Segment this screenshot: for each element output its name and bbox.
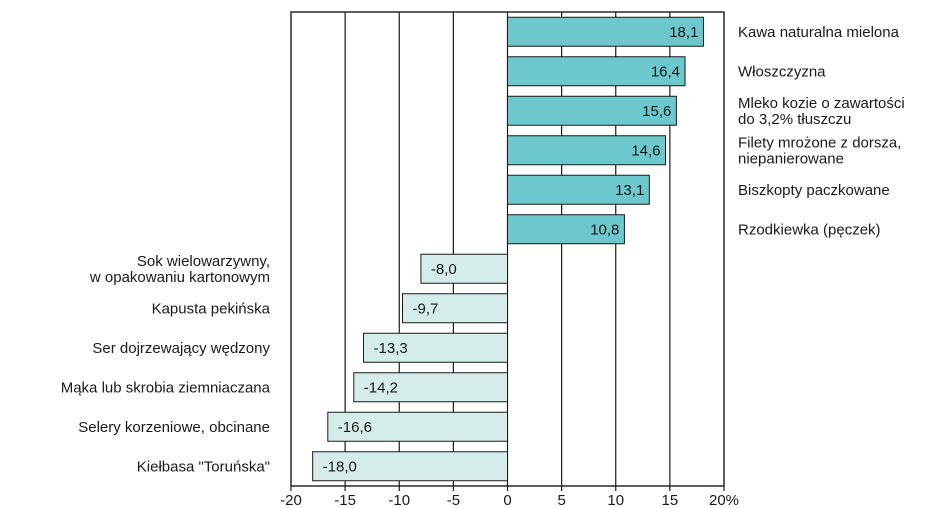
data-label: 16,4 [651, 63, 680, 80]
category-label: Selery korzeniowe, obcinane [78, 419, 270, 436]
bar [507, 56, 686, 87]
x-tick-label: 20% [709, 492, 739, 508]
bar [312, 451, 508, 482]
data-label: -9,7 [412, 300, 438, 317]
x-tick-label: 5 [557, 492, 565, 508]
bars: 18,1 16,4 15,6 14,6 13,1 10,8 -8,0 -9,7 -13,3 -14… [312, 16, 704, 482]
bar [507, 16, 704, 47]
category-label: Kapusta pekińska [152, 300, 271, 317]
x-tick-label: -5 [447, 492, 460, 508]
data-label: 15,6 [642, 103, 671, 120]
x-tick-label: 10 [607, 492, 624, 508]
category-label: Filety mrożone z dorsza, niepanierowane [738, 134, 901, 167]
x-tick-label: -15 [334, 492, 356, 508]
data-label: -18,0 [323, 458, 357, 475]
category-label: Kawa naturalna mielona [738, 24, 900, 41]
bar [507, 214, 625, 245]
data-label: -14,2 [364, 379, 398, 396]
x-axis: -20 -15 -10 -5 0 5 10 15 20% [280, 486, 739, 508]
grid-lines [344, 12, 671, 486]
data-label: 13,1 [615, 182, 644, 199]
x-tick-label: 0 [503, 492, 511, 508]
x-tick-label: -10 [388, 492, 410, 508]
category-label: Ser dojrzewający wędzony [92, 340, 270, 357]
data-label: -16,6 [338, 419, 372, 436]
category-label: Sok wielowarzywny, w opakowaniu kartonowy… [89, 253, 270, 286]
category-labels: Kawa naturalna mielona Włoszczyzna Mleko k… [61, 24, 905, 476]
category-label: Mąka lub skrobia ziemniaczana [61, 379, 271, 396]
data-label: 14,6 [631, 142, 660, 159]
bar [507, 95, 677, 126]
category-label: Włoszczyzna [738, 63, 826, 80]
bar [507, 135, 667, 166]
data-label: -8,0 [431, 261, 457, 278]
category-label: Rzodkiewka (pęczek) [738, 221, 881, 238]
x-tick-label: -20 [280, 492, 302, 508]
x-tick-label: 15 [662, 492, 679, 508]
data-label: 18,1 [669, 24, 698, 41]
category-label: Kiełbasa "Toruńska" [137, 458, 270, 475]
bar [363, 332, 508, 363]
category-label: Biszkopty paczkowane [738, 182, 890, 199]
data-label: 10,8 [590, 221, 619, 238]
data-label: -13,3 [374, 340, 408, 357]
bar [420, 253, 508, 284]
bar [507, 174, 650, 205]
bar [401, 293, 508, 324]
bar [353, 372, 508, 403]
category-label: Mleko kozie o zawartości do 3,2% tłuszczu [738, 95, 905, 128]
bar [327, 411, 508, 442]
